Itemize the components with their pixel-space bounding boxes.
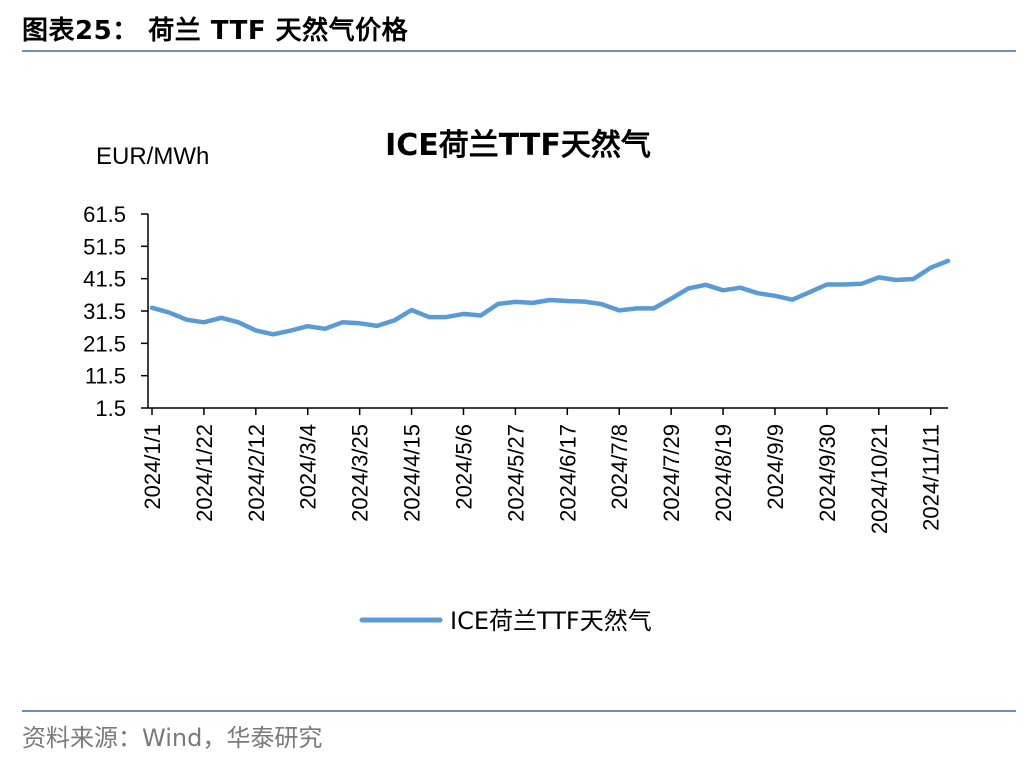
y-tick-label: 11.5 [85, 364, 126, 389]
chart-title: ICE荷兰TTF天然气 [385, 128, 651, 163]
y-tick-label: 41.5 [83, 267, 126, 292]
x-tick-label: 2024/1/22 [192, 424, 217, 522]
bottom-rule [22, 710, 1016, 712]
y-tick-label: 21.5 [83, 331, 126, 356]
y-axis: 1.5 11.5 21.5 31.5 41.5 51.5 61.5 [83, 202, 149, 421]
y-axis-unit-label: EUR/MWh [96, 143, 209, 170]
x-tick-label: 2024/3/25 [348, 424, 373, 522]
x-tick-label: 2024/4/15 [400, 424, 425, 522]
x-tick-label: 2024/9/30 [815, 424, 840, 522]
legend-label: ICE荷兰TTF天然气 [450, 607, 652, 635]
y-tick-label: 61.5 [83, 202, 126, 227]
x-tick-label: 2024/11/11 [919, 424, 944, 531]
x-tick-label: 2024/2/12 [244, 424, 269, 522]
x-tick-label: 2024/3/4 [296, 424, 321, 510]
x-axis: 2024/1/1 2024/1/22 2024/2/12 2024/3/4 2024/3… [140, 407, 948, 534]
plot-area [149, 258, 951, 337]
source-note: 资料来源：Wind，华泰研究 [22, 724, 323, 752]
y-tick-label: 31.5 [83, 299, 126, 324]
x-tick-label: 2024/7/29 [659, 424, 684, 522]
x-tick-label: 2024/7/8 [607, 424, 632, 510]
legend: ICE荷兰TTF天然气 [359, 607, 652, 635]
x-tick-label: 2024/1/1 [140, 424, 165, 510]
x-tick-label: 2024/5/27 [503, 424, 528, 522]
line-chart: EUR/MWh ICE荷兰TTF天然气 1.5 11.5 21.5 31.5 41.5 5… [83, 128, 951, 635]
series-line-ice-ttf [149, 258, 951, 337]
x-tick-label: 2024/9/9 [763, 424, 788, 510]
x-tick-label: 2024/8/19 [711, 424, 736, 522]
x-tick-label: 2024/10/21 [867, 424, 892, 534]
x-tick-label: 2024/6/17 [555, 424, 580, 522]
y-tick-label: 1.5 [95, 396, 126, 421]
y-tick-label: 51.5 [83, 234, 126, 259]
top-rule [22, 50, 1016, 52]
figure-title: 图表25： 荷兰 TTF 天然气价格 [22, 16, 409, 46]
x-tick-label: 2024/5/6 [451, 424, 476, 510]
